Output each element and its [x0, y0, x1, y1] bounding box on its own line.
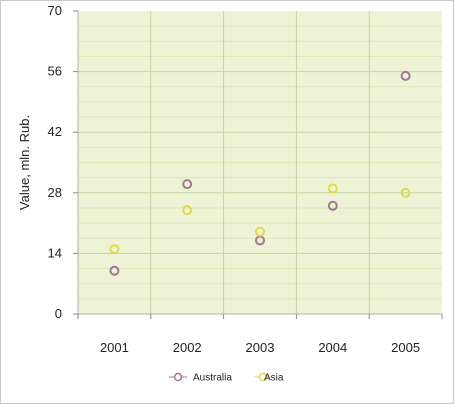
grid: [78, 11, 442, 314]
y-tick-label: 42: [48, 124, 62, 139]
legend-marker: [173, 372, 183, 382]
point-asia-2003: [255, 226, 265, 237]
axes: [77, 11, 442, 315]
y-tick-label: 14: [48, 245, 62, 260]
point-australia-2005: [400, 70, 411, 81]
point-asia-2001: [109, 244, 120, 255]
x-axis-ticks: 2001 2002 2003 2004 2005: [77, 314, 443, 355]
point-australia-2004: [327, 200, 338, 211]
point-asia-2004: [327, 183, 338, 194]
y-tick-label: 56: [48, 64, 62, 79]
legend-label: Asia: [264, 373, 284, 384]
x-tick-label: 2003: [246, 340, 275, 355]
legend: Australia Asia: [169, 373, 284, 384]
y-tick-label: 0: [55, 306, 62, 321]
point-australia-2002: [182, 179, 193, 190]
legend-marker: [258, 372, 268, 382]
x-tick-label: 2004: [318, 340, 347, 355]
y-axis-title: Value, mln. Rub.: [17, 115, 32, 210]
y-axis-ticks: 0 14 28 42 56 70: [48, 3, 78, 321]
x-tick-label: 2005: [391, 340, 420, 355]
point-asia-2005: [400, 187, 411, 198]
point-australia-2001: [109, 265, 120, 276]
y-tick-label: 70: [48, 3, 62, 18]
y-tick-label: 28: [48, 185, 62, 200]
x-tick-label: 2002: [173, 340, 202, 355]
data-points: [109, 70, 411, 276]
point-asia-2002: [182, 205, 193, 216]
legend-item-australia: Australia: [169, 373, 232, 384]
x-tick-label: 2001: [100, 340, 129, 355]
legend-item-asia: Asia: [254, 373, 284, 384]
legend-label: Australia: [193, 373, 232, 384]
